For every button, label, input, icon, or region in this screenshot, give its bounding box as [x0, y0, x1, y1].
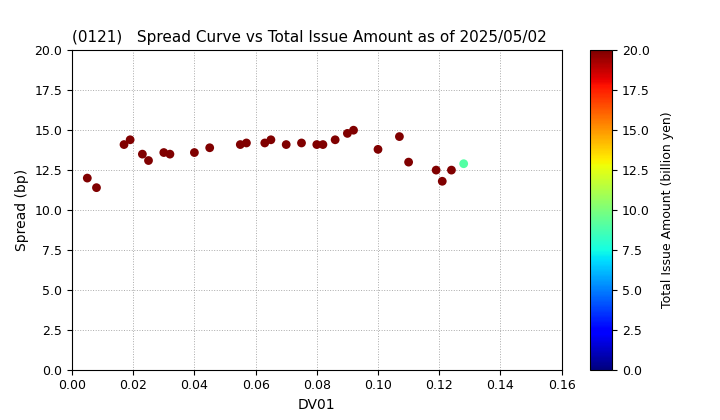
Point — [235, 141, 246, 148]
Point — [318, 141, 329, 148]
Point — [372, 146, 384, 153]
Point — [137, 151, 148, 158]
Point — [259, 139, 271, 146]
Point — [446, 167, 457, 173]
Text: (0121)   Spread Curve vs Total Issue Amount as of 2025/05/02: (0121) Spread Curve vs Total Issue Amoun… — [72, 30, 546, 45]
Y-axis label: Total Issue Amount (billion yen): Total Issue Amount (billion yen) — [661, 112, 674, 308]
Point — [458, 160, 469, 167]
Point — [125, 136, 136, 143]
Point — [394, 133, 405, 140]
Point — [403, 159, 415, 165]
Y-axis label: Spread (bp): Spread (bp) — [15, 169, 29, 251]
Point — [158, 149, 170, 156]
Point — [348, 127, 359, 134]
Point — [281, 141, 292, 148]
Point — [296, 139, 307, 146]
Point — [240, 139, 252, 146]
Point — [118, 141, 130, 148]
Point — [91, 184, 102, 191]
Point — [189, 149, 200, 156]
Point — [431, 167, 442, 173]
Point — [265, 136, 276, 143]
X-axis label: DV01: DV01 — [298, 398, 336, 412]
Point — [164, 151, 176, 158]
Point — [143, 157, 154, 164]
Point — [204, 144, 215, 151]
Point — [311, 141, 323, 148]
Point — [436, 178, 448, 185]
Point — [329, 136, 341, 143]
Point — [341, 130, 353, 137]
Point — [81, 175, 93, 181]
